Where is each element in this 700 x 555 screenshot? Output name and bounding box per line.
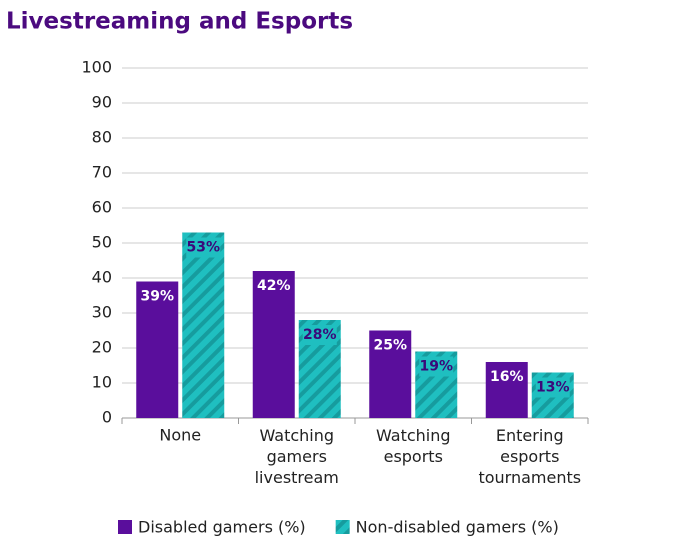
y-tick-label: 10	[92, 373, 112, 392]
y-tick-label: 100	[81, 58, 112, 77]
bar	[252, 271, 295, 418]
label-bg	[186, 237, 221, 258]
y-tick-label: 60	[92, 198, 112, 217]
chart-title: Livestreaming and Esports	[6, 9, 353, 35]
value-label: 19%	[419, 359, 453, 375]
value-label: 13%	[536, 380, 570, 396]
legend-label: Non-disabled gamers (%)	[356, 518, 559, 537]
legend-swatch	[118, 520, 132, 534]
bar	[369, 330, 412, 418]
bar	[485, 362, 528, 418]
legend-label: Disabled gamers (%)	[138, 518, 306, 537]
value-label: 42%	[257, 278, 291, 294]
value-label: 25%	[373, 338, 407, 354]
x-tick-label: Watching esports	[376, 426, 451, 466]
label-bg	[419, 356, 454, 377]
label-bg	[535, 377, 570, 398]
bar	[182, 232, 225, 418]
y-tick-label: 30	[92, 303, 112, 322]
x-tick-label: Entering esports tournaments	[478, 426, 581, 487]
legend-swatch	[335, 520, 350, 534]
y-tick-label: 50	[92, 233, 112, 252]
label-bg	[302, 325, 337, 345]
value-label: 53%	[186, 240, 220, 256]
y-tick-label: 40	[92, 268, 112, 287]
bar	[136, 281, 179, 418]
y-tick-label: 70	[92, 163, 112, 182]
value-label: 28%	[303, 327, 337, 343]
y-tick-label: 90	[92, 93, 112, 112]
y-tick-label: 80	[92, 128, 112, 147]
x-tick-label: Watching gamers livestream	[255, 426, 339, 487]
value-label: 16%	[490, 369, 524, 385]
value-label: 39%	[140, 289, 174, 305]
y-tick-label: 0	[102, 408, 112, 427]
x-tick-label: None	[159, 426, 201, 445]
y-tick-label: 20	[92, 338, 112, 357]
